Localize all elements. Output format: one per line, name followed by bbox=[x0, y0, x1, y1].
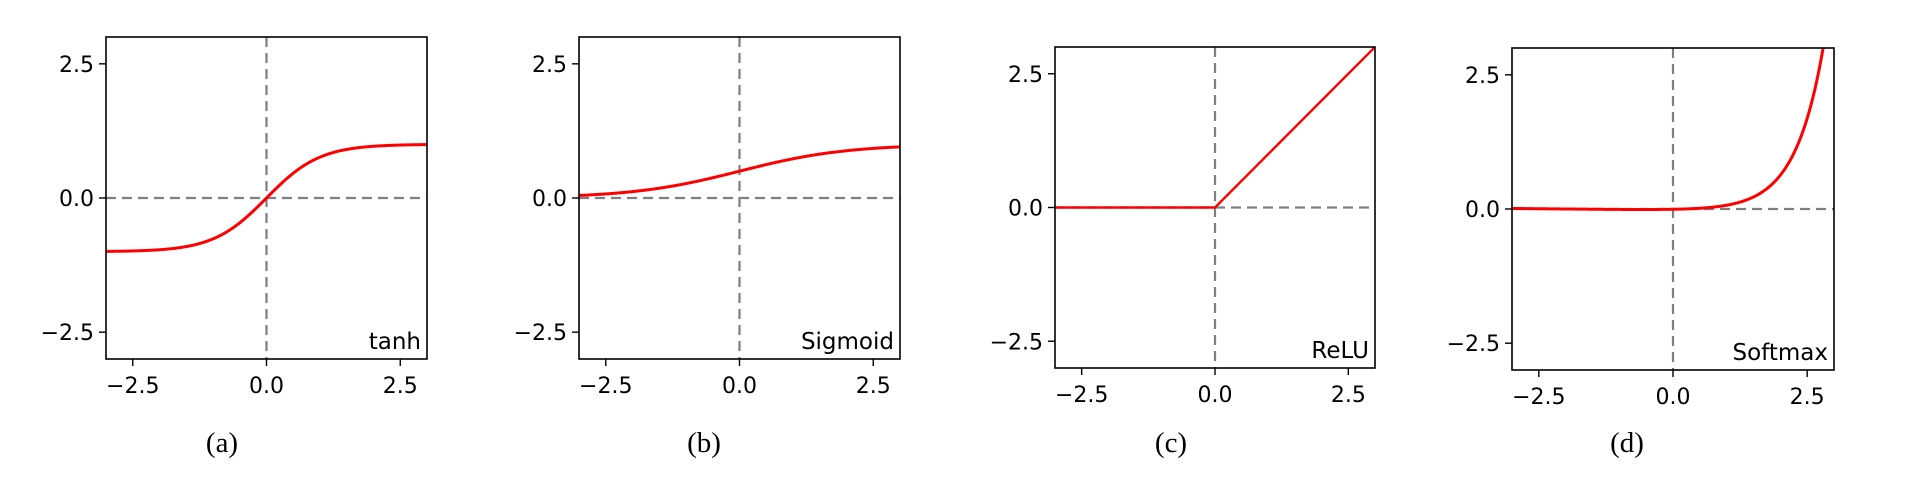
function-name-label: Softmax bbox=[1733, 340, 1829, 366]
tanh-curve bbox=[106, 143, 427, 253]
x-tick-label: 2.5 bbox=[1331, 383, 1366, 408]
y-tick-label: −2.5 bbox=[41, 321, 94, 346]
softmax-curve bbox=[1512, 48, 1825, 212]
function-name-label: Sigmoid bbox=[801, 329, 894, 355]
x-tick-label: 2.5 bbox=[1790, 385, 1825, 410]
chart-panel-softmax: −2.5 0.0 2.5 −2.5 0.0 2.5 Softmax (d) bbox=[1447, 47, 1835, 459]
panel-caption: (b) bbox=[687, 427, 721, 459]
y-tick-label: 0.0 bbox=[59, 187, 94, 212]
x-tick-label: −2.5 bbox=[106, 374, 159, 399]
function-name-label: ReLU bbox=[1311, 338, 1369, 364]
panel-caption: (d) bbox=[1610, 427, 1644, 459]
y-tick-label: 0.0 bbox=[532, 187, 567, 212]
y-tick-label: 0.0 bbox=[1465, 198, 1500, 223]
x-tick-label: 0.0 bbox=[249, 374, 284, 399]
x-tick-label: 2.5 bbox=[383, 374, 418, 399]
y-tick-label: −2.5 bbox=[1447, 332, 1500, 357]
x-tick-label: −2.5 bbox=[1512, 385, 1565, 410]
y-tick-label: 0.0 bbox=[1008, 197, 1043, 222]
y-tick-label: −2.5 bbox=[514, 321, 567, 346]
chart-panel-tanh: −2.5 0.0 2.5 −2.5 0.0 2.5 tanh (a) bbox=[41, 36, 428, 459]
chart-panel-relu: −2.5 0.0 2.5 −2.5 0.0 2.5 ReLU (c) bbox=[990, 46, 1376, 459]
y-tick-label: 2.5 bbox=[532, 53, 567, 78]
x-tick-label: 0.0 bbox=[722, 374, 757, 399]
x-tick-label: 0.0 bbox=[1198, 383, 1233, 408]
x-tick-label: 0.0 bbox=[1656, 385, 1691, 410]
relu-curve bbox=[1055, 47, 1375, 209]
y-tick-label: 2.5 bbox=[59, 53, 94, 78]
chart-panel-sigmoid: −2.5 0.0 2.5 −2.5 0.0 2.5 Sigmoid (b) bbox=[514, 36, 901, 459]
y-tick-label: 2.5 bbox=[1008, 63, 1043, 88]
panel-caption: (c) bbox=[1155, 427, 1187, 459]
panel-caption: (a) bbox=[206, 427, 238, 459]
x-tick-label: 2.5 bbox=[856, 374, 891, 399]
x-tick-label: −2.5 bbox=[1055, 383, 1108, 408]
y-tick-label: 2.5 bbox=[1465, 64, 1500, 89]
x-tick-label: −2.5 bbox=[579, 374, 632, 399]
y-tick-label: −2.5 bbox=[990, 330, 1043, 355]
sigmoid-curve bbox=[579, 145, 900, 197]
function-name-label: tanh bbox=[369, 329, 421, 355]
